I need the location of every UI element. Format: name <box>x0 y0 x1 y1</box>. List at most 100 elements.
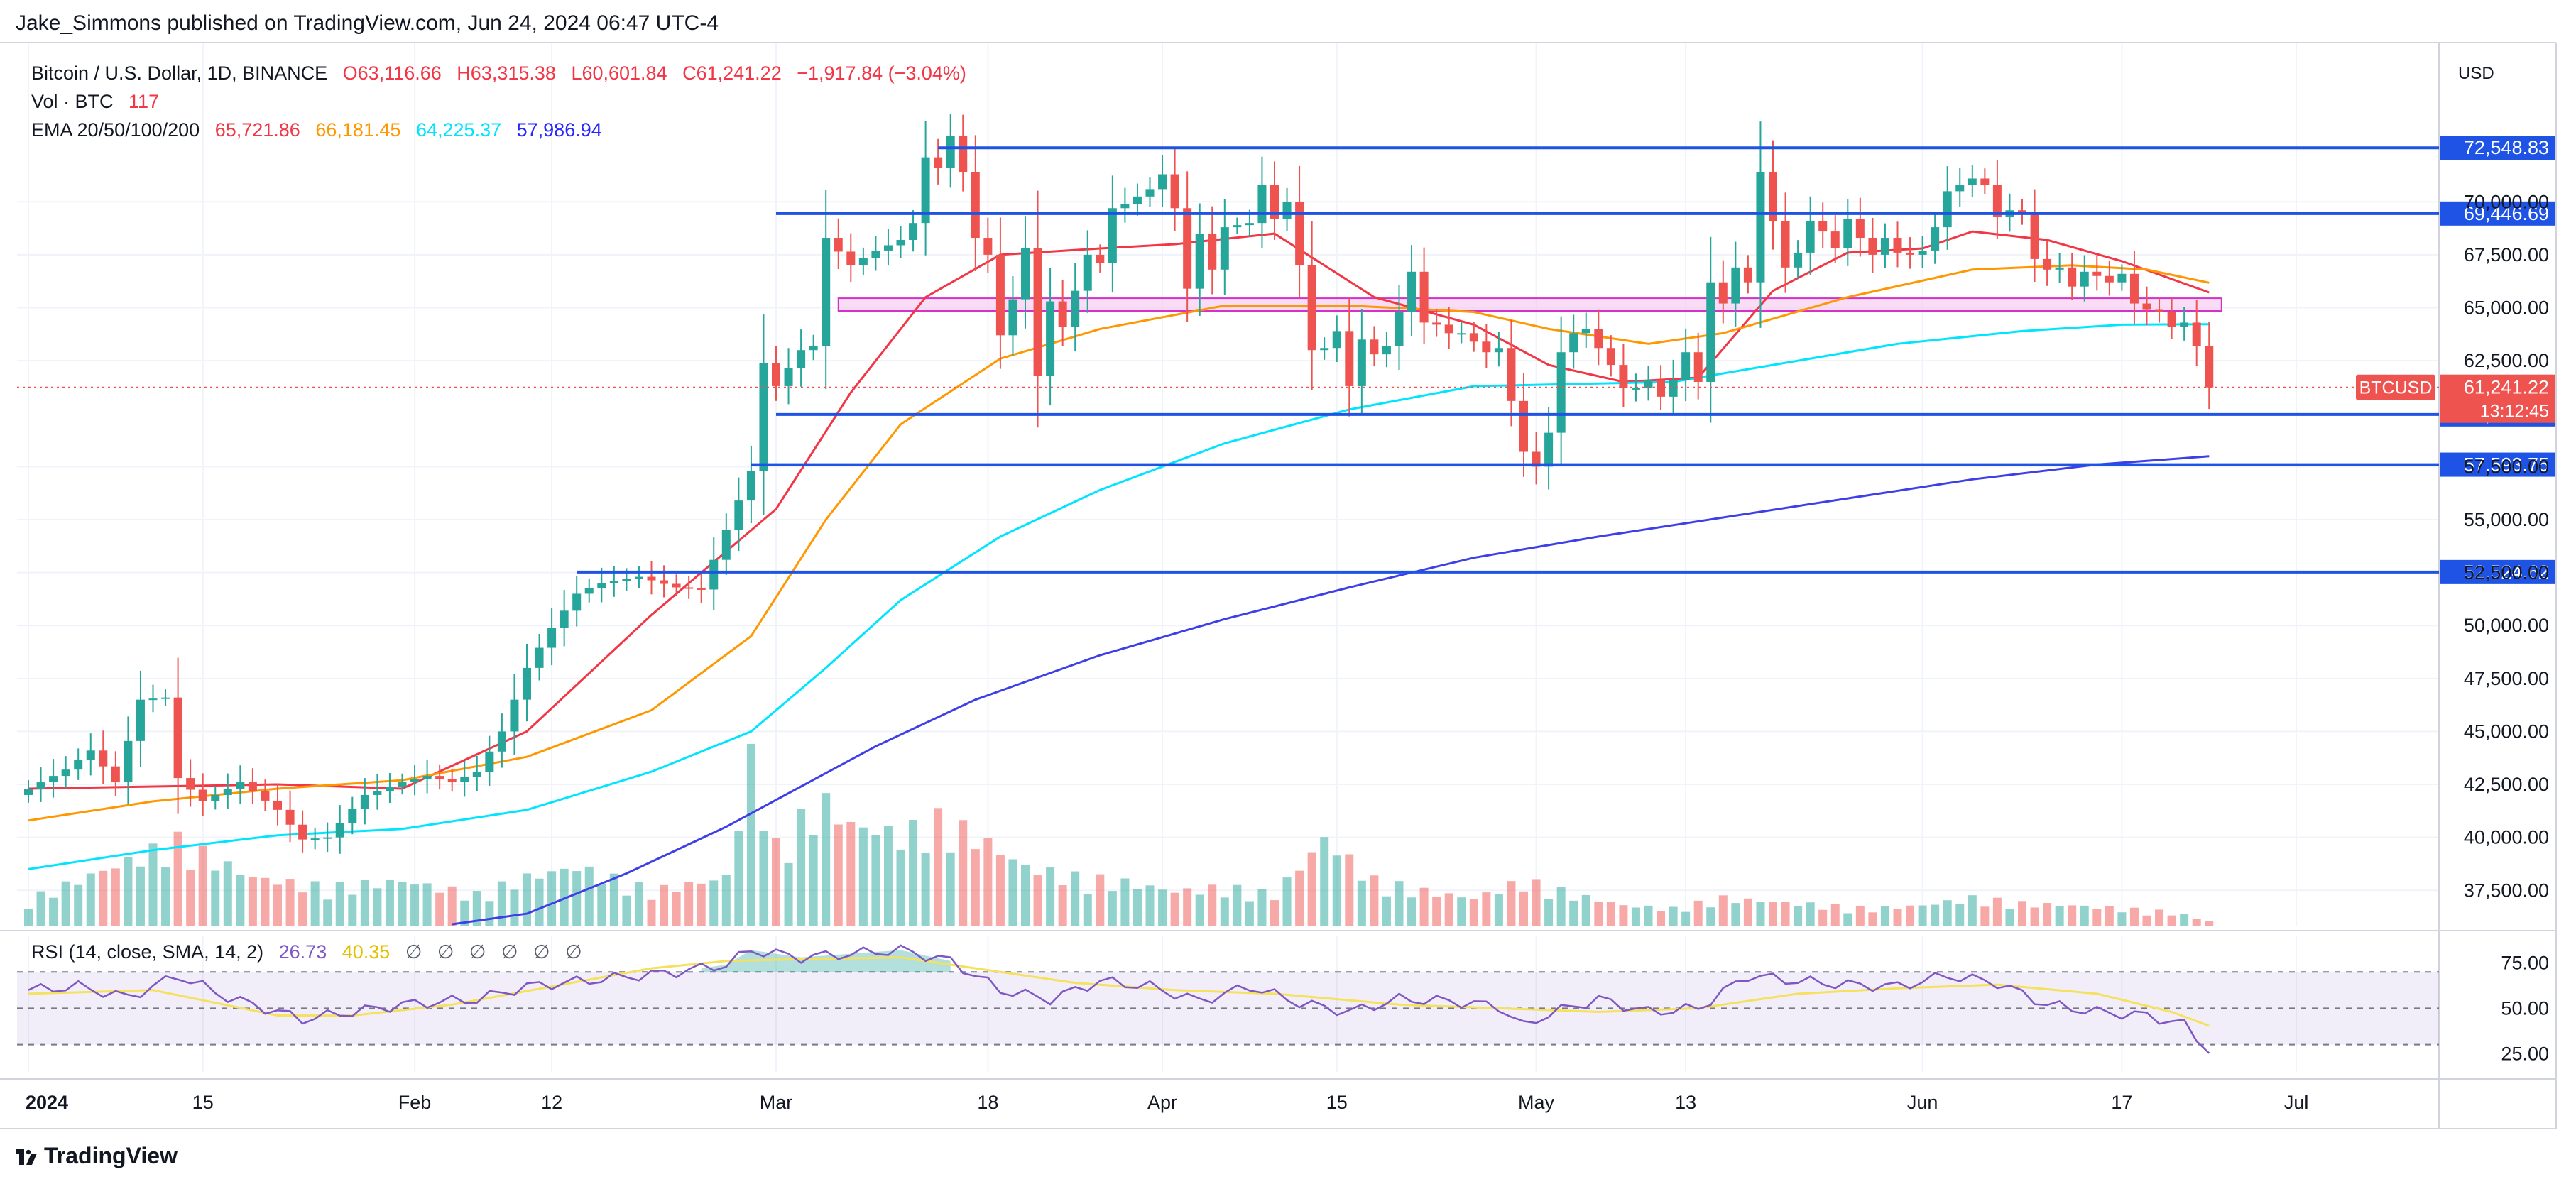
volume-bar <box>672 892 681 926</box>
volume-bar <box>896 849 905 926</box>
volume-bar <box>1395 881 1404 926</box>
candle-body <box>49 776 58 783</box>
volume-bar <box>871 835 880 926</box>
volume-bar <box>1245 901 1254 926</box>
price-candles <box>24 114 2214 854</box>
volume-bar <box>49 897 58 926</box>
ema-label[interactable]: EMA 20/50/100/200 <box>31 119 200 141</box>
volume-bar <box>1581 894 1590 926</box>
publisher-line: Jake_Simmons published on TradingView.co… <box>16 11 719 35</box>
volume-bar <box>1830 904 1840 926</box>
volume-bar <box>1357 880 1366 926</box>
volume-bar <box>2092 909 2102 926</box>
volume-bar <box>660 884 669 926</box>
grid <box>0 42 2557 1129</box>
volume-bar <box>1170 892 1179 926</box>
volume-bar <box>1008 859 1017 926</box>
rsi-tick-label: 75.00 <box>2501 952 2549 973</box>
candle-body <box>1693 352 1703 382</box>
volume-bar <box>1257 889 1267 926</box>
candle-body <box>2092 271 2102 276</box>
time-tick-label: Jul <box>2284 1092 2309 1113</box>
volume-bar <box>1806 902 1815 926</box>
candle-body <box>335 823 344 838</box>
volume-bar <box>1893 909 1902 926</box>
volume-bar <box>1158 889 1167 926</box>
price-tick-label: 50,000.00 <box>2464 615 2549 636</box>
candle-body <box>1307 265 1316 351</box>
volume-legend[interactable]: Vol · BTC 117 <box>31 91 169 113</box>
volume-bar <box>1644 905 1653 926</box>
volume-bar <box>2055 906 2064 926</box>
volume-bar <box>198 845 207 926</box>
volume-bars <box>24 743 2214 926</box>
volume-bar <box>784 862 793 926</box>
volume-bar <box>1083 894 1092 926</box>
price-tick-label: 47,500.00 <box>2464 668 2549 689</box>
price-tick-label: 67,500.00 <box>2464 244 2549 265</box>
candle-body <box>1208 234 1217 270</box>
volume-bar <box>1058 885 1067 926</box>
resistance-zone-rect <box>837 297 2222 312</box>
candle-body <box>896 240 905 246</box>
ema-line-20 <box>28 230 2210 790</box>
candle-body <box>1544 432 1554 467</box>
volume-bar <box>385 880 394 926</box>
candle-body <box>1370 339 1379 355</box>
candle-body <box>323 837 332 839</box>
currency-selector[interactable]: USD <box>2458 64 2494 83</box>
candle-body <box>223 789 232 795</box>
candle-body <box>2142 303 2151 310</box>
candle-body <box>2080 271 2089 287</box>
volume-bar <box>2105 906 2114 926</box>
volume-bar <box>946 852 955 926</box>
symbol-legend[interactable]: Bitcoin / U.S. Dollar, 1D, BINANCE O63,1… <box>31 62 976 84</box>
volume-bar <box>398 882 407 926</box>
volume-bar <box>111 868 120 926</box>
rsi-legend[interactable]: RSI (14, close, SMA, 14, 2) 26.73 40.35 … <box>31 941 592 963</box>
candle-body <box>2117 273 2127 283</box>
volume-bar <box>597 884 606 926</box>
candle-body <box>1270 185 1279 219</box>
price-tick-label: 55,000.00 <box>2464 509 2549 530</box>
volume-bar <box>2080 905 2089 926</box>
volume-bar <box>74 884 83 926</box>
ema-legend[interactable]: EMA 20/50/100/200 65,721.86 66,181.45 64… <box>31 119 612 141</box>
candle-body <box>721 530 731 560</box>
candle-body <box>2205 346 2214 388</box>
symbol-name[interactable]: Bitcoin / U.S. Dollar, 1D, BINANCE <box>31 62 328 84</box>
volume-bar <box>1718 895 1728 926</box>
candle-body <box>485 751 494 772</box>
candle-body <box>310 838 320 840</box>
candle-body <box>273 800 282 810</box>
tradingview-logo[interactable]: TradingView <box>16 1143 178 1169</box>
candle-body <box>36 782 45 789</box>
volume-bar <box>248 877 257 926</box>
volume-bar <box>1419 887 1429 926</box>
volume-bar <box>1145 885 1155 926</box>
candle-body <box>86 750 95 760</box>
volume-bar <box>298 892 307 926</box>
volume-bar <box>86 873 95 926</box>
candle-body <box>2167 312 2176 327</box>
null-icon: ∅ <box>565 941 582 963</box>
candle-body <box>1906 252 1915 255</box>
candle-body <box>1096 254 1105 263</box>
volume-bar <box>273 884 282 926</box>
candle-body <box>173 697 182 779</box>
volume-bar <box>746 743 755 926</box>
rsi-label[interactable]: RSI (14, close, SMA, 14, 2) <box>31 941 264 963</box>
candle-body <box>1245 223 1254 226</box>
volume-bar <box>1918 905 1927 926</box>
price-tick-label: 40,000.00 <box>2464 827 2549 848</box>
price-tick-label: 65,000.00 <box>2464 297 2549 319</box>
volume-bar <box>1843 913 1852 926</box>
candle-body <box>946 136 955 168</box>
candle-body <box>1794 252 1803 268</box>
volume-bar <box>535 878 544 926</box>
candle-body <box>2043 258 2052 270</box>
volume-bar <box>809 835 818 926</box>
volume-label[interactable]: Vol · BTC <box>31 91 114 112</box>
candle-body <box>809 346 818 351</box>
